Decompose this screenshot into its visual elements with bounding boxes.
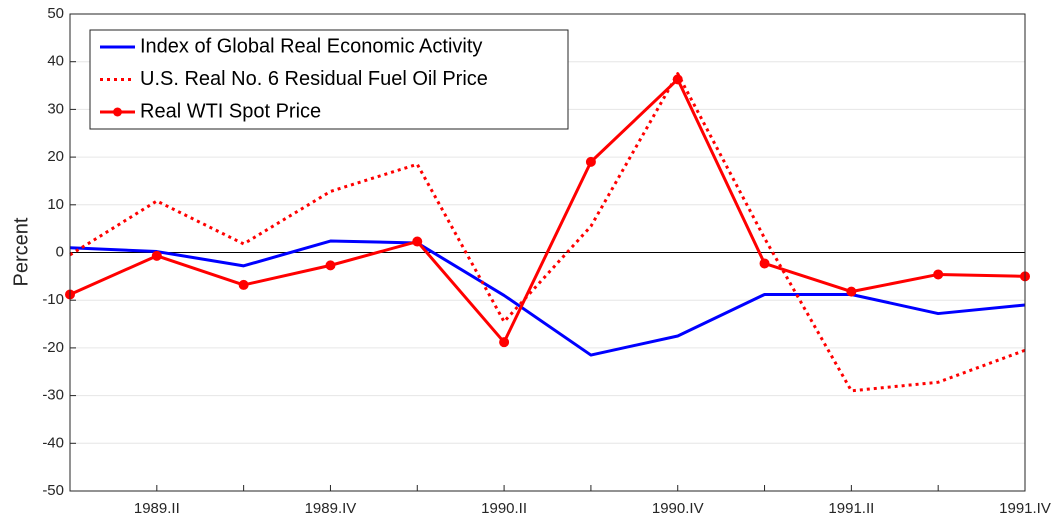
y-tick-label: 20 xyxy=(47,148,64,165)
point xyxy=(759,258,770,269)
point xyxy=(325,260,336,271)
y-tick-label: 10 xyxy=(47,196,64,213)
x-tick-label: 1990.II xyxy=(481,500,527,517)
y-tick-label: -10 xyxy=(42,291,64,308)
series-line xyxy=(69,77,1026,344)
y-tick-label: -50 xyxy=(42,482,64,499)
legend-label: Index of Global Real Economic Activity xyxy=(140,35,482,57)
point xyxy=(499,337,510,348)
x-tick-label: 1989.IV xyxy=(305,500,357,517)
series-line xyxy=(69,239,1026,357)
y-tick-label: -20 xyxy=(42,339,64,356)
legend-label: U.S. Real No. 6 Residual Fuel Oil Price xyxy=(140,68,488,90)
point xyxy=(151,250,162,261)
legend-box xyxy=(89,29,569,130)
point xyxy=(412,236,423,247)
legend-label: Real WTI Spot Price xyxy=(140,100,321,122)
point xyxy=(238,279,249,290)
x-tick-label: 1989.II xyxy=(134,500,180,517)
point xyxy=(846,286,857,297)
point xyxy=(933,269,944,280)
x-tick-label: 1991.II xyxy=(828,500,874,517)
y-tick-label: 30 xyxy=(47,100,64,117)
y-tick-label: 40 xyxy=(47,53,64,70)
series-line xyxy=(69,72,1026,393)
y-tick-label: 0 xyxy=(56,243,64,260)
point xyxy=(672,74,683,85)
y-tick-label: 50 xyxy=(47,5,64,22)
legend-marker xyxy=(113,107,122,117)
point xyxy=(585,156,596,167)
x-tick-label: 1990.IV xyxy=(652,500,704,517)
plot-frame xyxy=(69,13,1026,492)
y-tick-label: -30 xyxy=(42,387,64,404)
y-axis-label: Percent xyxy=(10,217,32,286)
x-tick-label: 1991.IV xyxy=(999,500,1051,517)
y-tick-label: -40 xyxy=(42,434,64,451)
